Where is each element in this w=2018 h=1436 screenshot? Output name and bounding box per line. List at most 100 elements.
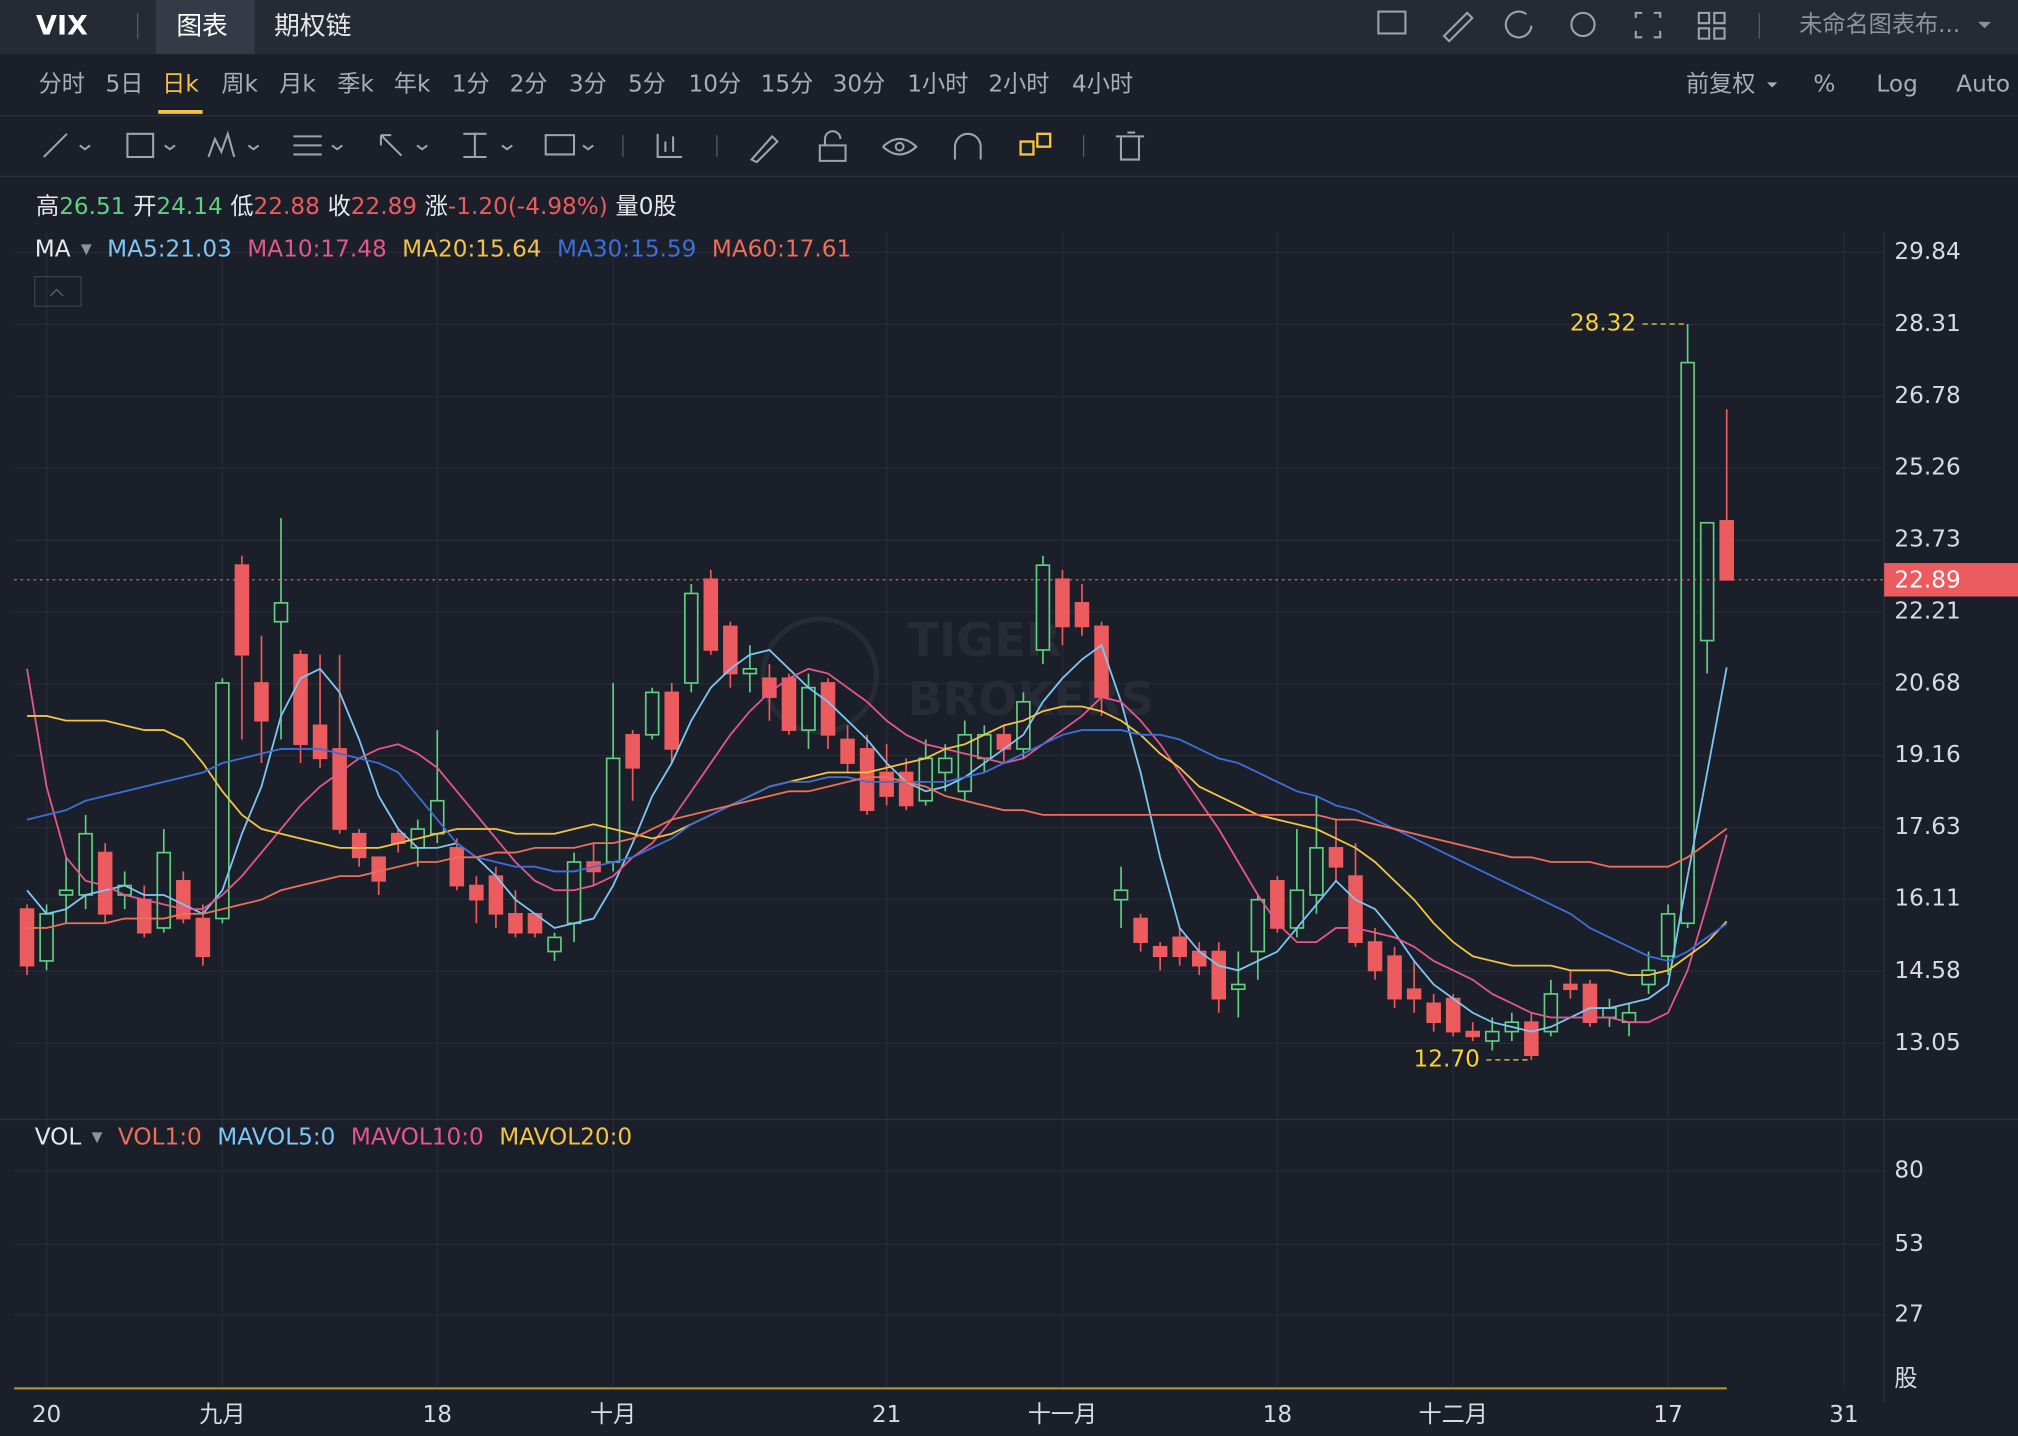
indicator-label: MA (35, 236, 71, 262)
candle-body (1231, 983, 1246, 991)
candle-body (1055, 578, 1070, 628)
timeframe[interactable]: 季k (337, 71, 374, 97)
quote-value: 0股 (639, 194, 677, 220)
timeframe[interactable]: 15分 (761, 71, 814, 97)
candle-body (195, 917, 211, 958)
candle-body (19, 908, 35, 967)
x-tick-label: 九月 (199, 1402, 245, 1428)
x-tick-label: 20 (32, 1402, 61, 1428)
candle-body (1016, 700, 1031, 750)
tool[interactable] (293, 135, 343, 156)
tool[interactable] (126, 132, 176, 159)
chart-option[interactable]: Auto (1956, 71, 2010, 97)
timeframe[interactable]: 周k (221, 71, 258, 97)
tab[interactable]: 图表 (176, 12, 227, 42)
timeframe[interactable]: 1小时 (907, 71, 968, 97)
tool[interactable] (749, 134, 779, 164)
candle-body (879, 771, 894, 797)
tool[interactable] (818, 130, 847, 162)
icon[interactable] (1634, 11, 1662, 39)
tool[interactable] (379, 134, 428, 157)
timeframe[interactable]: 年k (394, 71, 431, 97)
timeframe[interactable]: 10分 (689, 71, 742, 97)
chart-option[interactable]: 前复权 (1686, 71, 1755, 97)
timeframe[interactable]: 2分 (510, 71, 548, 97)
x-tick-label: 17 (1653, 1402, 1682, 1428)
chart-option[interactable]: % (1813, 71, 1835, 97)
candle-body (293, 653, 308, 746)
candle-body (508, 912, 523, 934)
tool[interactable] (463, 132, 513, 159)
timeframe[interactable]: 30分 (833, 71, 886, 97)
collapse-button[interactable] (34, 276, 82, 307)
candle-body (820, 682, 836, 736)
candle-body (1641, 969, 1656, 986)
layout-name[interactable]: 未命名图表布... (1799, 12, 1960, 38)
candle-body (1309, 847, 1324, 896)
x-tick-label: 十二月 (1418, 1402, 1487, 1428)
candle-body (1133, 917, 1148, 943)
timeframe[interactable]: 5日 (106, 71, 144, 97)
candle-body (469, 884, 484, 901)
legend-entry: MAVOL10:0 (351, 1124, 484, 1150)
tool[interactable] (544, 134, 594, 156)
tool[interactable] (1019, 132, 1052, 156)
candle-body (664, 691, 680, 750)
candle-body (547, 936, 562, 953)
timeframe[interactable]: 月k (279, 71, 316, 97)
icon[interactable] (1697, 11, 1726, 40)
candle-body (977, 733, 992, 760)
tool[interactable] (207, 130, 260, 158)
candle-body (136, 898, 152, 934)
legend-entry: MA60:17.61 (712, 236, 851, 262)
timeframe[interactable]: 2小时 (988, 71, 1049, 97)
timeframe[interactable]: 5分 (628, 71, 666, 97)
candle-body (1348, 875, 1363, 943)
candle-body (703, 578, 719, 651)
x-tick-label: 十月 (590, 1402, 636, 1428)
icon[interactable] (1442, 11, 1474, 43)
legend-entry: MA30:15.59 (557, 236, 696, 262)
timeframe[interactable]: 分时 (39, 71, 85, 97)
tool[interactable] (1115, 131, 1145, 161)
ma-line (27, 776, 1728, 929)
x-tick-label: 18 (1263, 1402, 1292, 1428)
icon[interactable] (1377, 10, 1407, 35)
candle-body (1445, 997, 1461, 1033)
tool[interactable] (656, 133, 683, 159)
tab[interactable]: 期权链 (274, 12, 351, 42)
icon[interactable] (1570, 11, 1596, 38)
timeframe[interactable]: 1分 (452, 71, 490, 97)
tool[interactable] (953, 132, 982, 160)
candle-body (742, 667, 758, 675)
candle-body (1524, 1021, 1539, 1057)
high-marker: 28.32 (1570, 310, 1636, 336)
candle-body (1660, 912, 1676, 958)
candle-body (1680, 361, 1695, 925)
icon[interactable] (1504, 10, 1533, 39)
legend-entry: MA5:21.03 (107, 236, 232, 262)
current-price-label: 22.89 (1894, 568, 1960, 594)
candle-body (1543, 993, 1559, 1033)
drawing-toolbar (43, 130, 1145, 164)
dropdown-arrow[interactable] (1978, 21, 1991, 29)
y-tick-label: 26.78 (1894, 383, 1960, 409)
dropdown-arrow: ▼ (92, 1129, 103, 1145)
candle-body (1602, 1007, 1617, 1019)
quote-label: 低 (230, 194, 253, 220)
y-tick-label: 27 (1894, 1302, 1923, 1328)
candle-body (1270, 880, 1285, 929)
chart-option[interactable]: Log (1876, 71, 1917, 97)
ma-line (26, 643, 1728, 1033)
candle-body (332, 748, 347, 830)
candle-body (762, 677, 777, 698)
quote-row: 高26.51 开24.14 低22.88 收22.89 涨-1.20(-4.98%) 量0… (36, 194, 677, 220)
candle-body (351, 832, 367, 859)
tool[interactable] (43, 133, 91, 158)
tool[interactable] (882, 137, 918, 156)
symbol[interactable]: VIX (36, 11, 88, 42)
y-tick-label: 16.11 (1894, 886, 1960, 912)
timeframe[interactable]: 日k (162, 71, 199, 97)
timeframe[interactable]: 4小时 (1072, 71, 1133, 97)
timeframe[interactable]: 3分 (569, 71, 607, 97)
